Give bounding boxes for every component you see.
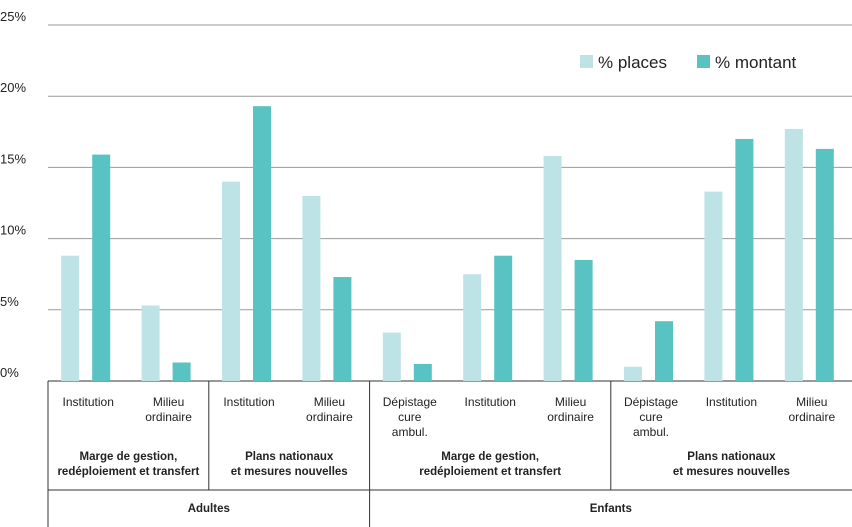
bar-places [222,181,240,381]
category-label-line: cure [398,410,422,424]
category-label: Milieu ordinaire [306,395,353,424]
category-label-line: Institution [465,395,516,409]
category-label-line: ambul. [392,425,428,439]
group-label-line: Plans nationaux [245,451,334,463]
y-tick-label: 10% [0,223,26,238]
category-label-line: Institution [63,395,114,409]
grid-lines [48,24,852,382]
bar-montant [655,321,673,381]
category-label: Dépistage cure ambul. [624,395,678,439]
category-label-line: Dépistage [383,395,437,409]
bar-places [463,274,482,381]
group-label-line: redéploiement et transfert [419,466,561,478]
category-label-line: Milieu [555,395,586,409]
bar-places [704,191,723,381]
group-label: Marge de gestion, redéploiement et transf… [57,451,199,478]
bar-montant [494,255,513,381]
bar-places [543,156,562,381]
bar-places [61,255,80,381]
bar-montant [574,259,593,381]
bar-montant [333,277,352,381]
category-label: Institution [706,395,757,409]
group-label: Marge de gestion, redéploiement et transf… [419,451,561,478]
category-label-line: ordinaire [547,410,594,424]
category-label-line: ordinaire [788,410,835,424]
bar-montant [92,154,111,381]
y-axis-ticks: 0% 5% 10% 15% 20% 25% [0,9,26,380]
group-label-line: redéploiement et transfert [57,466,199,478]
bar-montant [735,138,754,381]
category-label-line: Milieu [153,395,184,409]
category-label: Milieu ordinaire [547,395,594,424]
bar-places [784,128,803,381]
category-label-line: ordinaire [306,410,353,424]
bar-places [624,366,642,381]
bar-places [141,305,160,381]
group-label-line: Plans nationaux [687,451,776,463]
legend-swatch-montant [697,55,710,68]
bar-places [302,195,321,381]
category-label-line: Milieu [314,395,345,409]
group-label-line: et mesures nouvelles [673,466,790,478]
category-label-line: Dépistage [624,395,678,409]
bar-montant [253,106,271,381]
group-label-line: et mesures nouvelles [231,466,348,478]
category-label-line: Institution [706,395,757,409]
group-labels: Marge de gestion, redéploiement et transf… [57,451,789,515]
category-label: Institution [223,395,274,409]
bar-places [382,332,401,381]
legend: % places % montant [580,53,797,72]
category-label: Dépistage cure ambul. [383,395,437,439]
legend-swatch-places [580,55,593,68]
group-label-line: Marge de gestion, [441,451,539,463]
supergroup-label: Enfants [590,503,632,515]
category-label-line: Milieu [796,395,827,409]
category-label: Milieu ordinaire [145,395,192,424]
bars [61,106,834,381]
category-label-line: Institution [223,395,274,409]
category-label-line: ordinaire [145,410,192,424]
category-label-line: ambul. [633,425,669,439]
supergroup-label: Adultes [188,503,230,515]
y-tick-label: 25% [0,9,26,24]
y-tick-label: 15% [0,151,26,166]
bar-montant [413,363,432,381]
category-label: Institution [63,395,114,409]
legend-label-montant: % montant [715,53,797,72]
bar-montant [815,148,834,381]
y-tick-label: 20% [0,80,26,95]
y-tick-label: 5% [0,294,19,309]
group-label: Plans nationaux et mesures nouvelles [673,451,790,478]
legend-label-places: % places [598,53,667,72]
category-label: Institution [465,395,516,409]
category-label: Milieu ordinaire [788,395,835,424]
category-label-line: cure [639,410,663,424]
group-label: Plans nationaux et mesures nouvelles [231,451,348,478]
separator-lines [47,381,852,527]
group-label-line: Marge de gestion, [80,451,178,463]
y-tick-label: 0% [0,365,19,380]
bar-montant [172,362,191,381]
